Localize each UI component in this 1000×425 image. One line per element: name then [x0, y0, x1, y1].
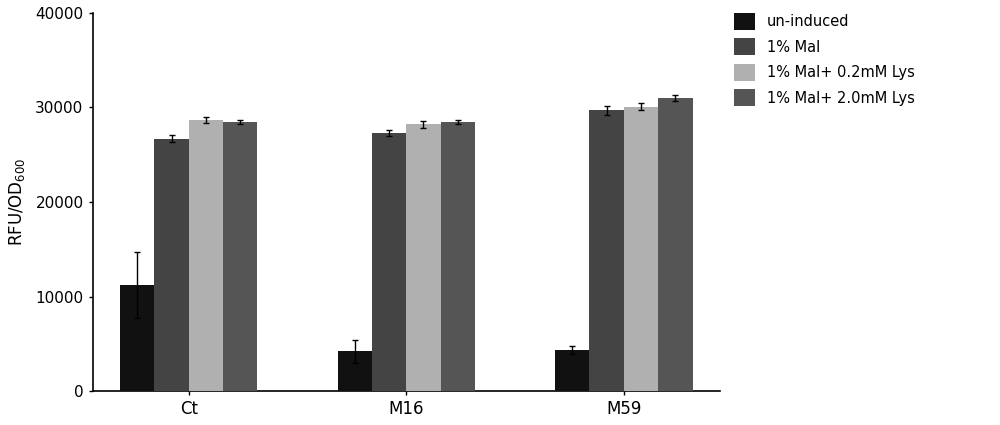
Bar [120, 285, 154, 391]
Bar [223, 122, 257, 391]
Bar [441, 122, 475, 391]
Bar [624, 107, 658, 391]
Bar [154, 139, 189, 391]
Bar [555, 350, 589, 391]
Bar [658, 98, 693, 391]
Bar [338, 351, 372, 391]
Bar [372, 133, 406, 391]
Y-axis label: RFU/OD$_{600}$: RFU/OD$_{600}$ [7, 158, 27, 246]
Legend: un-induced, 1% Mal, 1% Mal+ 0.2mM Lys, 1% Mal+ 2.0mM Lys: un-induced, 1% Mal, 1% Mal+ 0.2mM Lys, 1… [734, 13, 915, 106]
Bar [589, 110, 624, 391]
Bar [189, 120, 223, 391]
Bar [406, 125, 441, 391]
